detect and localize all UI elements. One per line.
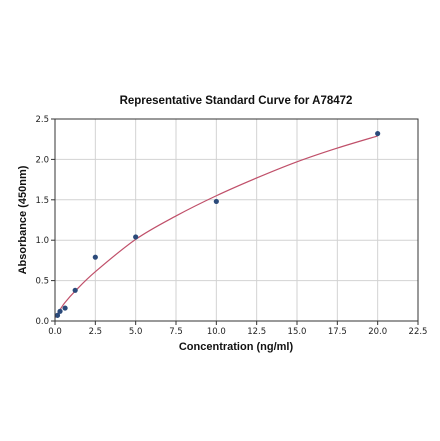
- x-tick-label: 0.0: [48, 327, 62, 337]
- y-tick-label: 0.5: [35, 277, 49, 287]
- chart-title: Representative Standard Curve for A78472: [120, 95, 353, 107]
- data-point: [62, 305, 68, 311]
- x-tick-label: 2.5: [89, 327, 103, 337]
- data-point: [92, 254, 98, 260]
- plot-frame: [54, 118, 419, 322]
- grid-lines: [54, 118, 419, 322]
- data-point: [54, 312, 61, 318]
- y-tick-label: 1.5: [35, 196, 49, 206]
- y-tick-label: 1.0: [35, 236, 49, 246]
- data-point: [57, 308, 63, 314]
- x-tick-label: 17.5: [328, 327, 347, 337]
- x-tick-label: 10.0: [207, 327, 226, 337]
- y-tick-label: 2.0: [35, 155, 49, 165]
- x-tick-label: 12.5: [247, 327, 266, 337]
- data-point: [72, 287, 78, 293]
- x-axis-ticks: 0.0 2.5 5.0 7.5 10.0 12.5 15.0 17.5 20.0 22.5: [48, 321, 427, 337]
- x-tick-label: 20.0: [368, 327, 387, 337]
- data-point: [133, 234, 139, 240]
- x-axis-label: Concentration (ng/ml): [179, 341, 294, 353]
- x-tick-label: 15.0: [288, 327, 307, 337]
- x-tick-label: 5.0: [129, 327, 143, 337]
- y-axis-label: Absorbance (450nm): [17, 165, 29, 274]
- data-point: [213, 198, 219, 205]
- data-points-layer: [54, 130, 381, 318]
- y-axis-ticks: 0.0 0.5 1.0 1.5 2.0 2.5: [35, 115, 55, 327]
- y-tick-label: 0.0: [35, 317, 49, 327]
- x-tick-label: 7.5: [169, 327, 183, 337]
- y-tick-label: 2.5: [35, 115, 49, 125]
- x-tick-label: 22.5: [409, 327, 428, 337]
- data-point: [375, 130, 381, 137]
